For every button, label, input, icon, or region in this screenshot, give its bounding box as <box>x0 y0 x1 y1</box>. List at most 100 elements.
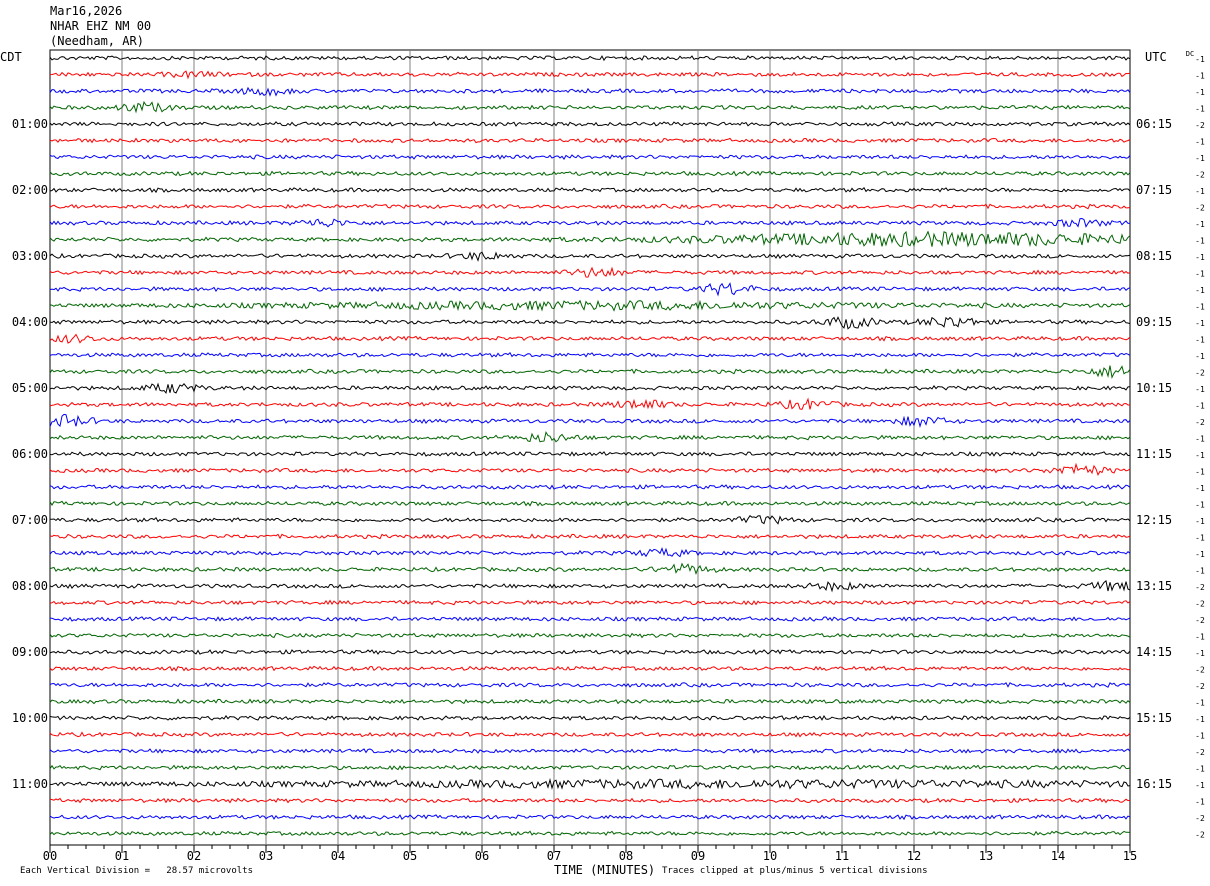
dc-offset-label: -2 <box>1195 666 1205 675</box>
seismic-trace <box>49 462 1131 477</box>
seismic-trace <box>49 777 1131 791</box>
dc-offset-label: -2 <box>1195 616 1205 625</box>
x-tick-label: 10 <box>763 849 777 863</box>
seismic-trace <box>49 514 1131 525</box>
seismic-trace <box>49 814 1131 821</box>
clip-note: Traces clipped at plus/minus 5 vertical … <box>662 866 928 876</box>
seismic-trace <box>49 55 1131 62</box>
left-hour-label: 11:00 <box>12 777 48 791</box>
right-hour-label: 12:15 <box>1136 513 1172 527</box>
dc-offset-label: -1 <box>1195 55 1205 64</box>
seismic-trace <box>49 764 1131 771</box>
left-hour-label: 04:00 <box>12 315 48 329</box>
scale-note: Each Vertical Division = 28.57 microvolt… <box>20 866 253 876</box>
dc-offset-label: -1 <box>1195 798 1205 807</box>
left-hour-label: 09:00 <box>12 645 48 659</box>
dc-offset-label: -1 <box>1195 715 1205 724</box>
left-hour-label: 07:00 <box>12 513 48 527</box>
seismic-trace <box>49 599 1131 606</box>
left-hour-label: 05:00 <box>12 381 48 395</box>
dc-offset-label: -1 <box>1195 220 1205 229</box>
x-tick-label: 14 <box>1051 849 1065 863</box>
dc-offset-label: -1 <box>1195 550 1205 559</box>
seismic-trace <box>49 230 1131 248</box>
x-tick-label: 12 <box>907 849 921 863</box>
left-hour-label: 01:00 <box>12 117 48 131</box>
dc-offset-label: -1 <box>1195 385 1205 394</box>
dc-label: DC <box>1186 50 1194 58</box>
header-station: NHAR EHZ NM 00 <box>50 19 152 33</box>
dc-offset-label: -2 <box>1195 121 1205 130</box>
seismic-trace <box>49 316 1131 330</box>
seismic-trace <box>49 217 1131 228</box>
dc-offset-label: -2 <box>1195 831 1205 840</box>
x-tick-label: 01 <box>115 849 129 863</box>
x-tick-label: 04 <box>331 849 345 863</box>
dc-offset-label: -1 <box>1195 154 1205 163</box>
left-hour-label: 03:00 <box>12 249 48 263</box>
header-location: (Needham, AR) <box>50 34 144 48</box>
dc-offset-label: -1 <box>1195 451 1205 460</box>
dc-offset-label: -2 <box>1195 682 1205 691</box>
seismic-trace <box>49 352 1131 358</box>
dc-offset-label: -1 <box>1195 468 1205 477</box>
seismic-trace <box>49 715 1131 721</box>
x-tick-label: 00 <box>43 849 57 863</box>
seismic-trace <box>49 187 1131 194</box>
dc-offset-label: -1 <box>1195 88 1205 97</box>
seismic-trace <box>49 649 1131 656</box>
dc-offset-label: -1 <box>1195 402 1205 411</box>
dc-offset-label: -2 <box>1195 418 1205 427</box>
x-tick-label: 11 <box>835 849 849 863</box>
right-timezone-label: UTC <box>1145 50 1167 64</box>
seismic-trace <box>49 747 1131 754</box>
left-hour-label: 08:00 <box>12 579 48 593</box>
dc-offset-label: -1 <box>1195 270 1205 279</box>
seismic-trace <box>49 500 1131 507</box>
right-hour-label: 16:15 <box>1136 777 1172 791</box>
dc-offset-label: -1 <box>1195 484 1205 493</box>
dc-offset-label: -1 <box>1195 352 1205 361</box>
dc-offset-label: -2 <box>1195 171 1205 180</box>
dc-offset-label: -1 <box>1195 286 1205 295</box>
seismic-trace <box>49 282 1131 297</box>
left-timezone-label: CDT <box>0 50 22 64</box>
dc-offset-label: -1 <box>1195 517 1205 526</box>
right-hour-label: 10:15 <box>1136 381 1172 395</box>
x-tick-label: 09 <box>691 849 705 863</box>
x-tick-label: 07 <box>547 849 561 863</box>
seismic-trace <box>49 632 1131 639</box>
dc-offset-label: -1 <box>1195 303 1205 312</box>
x-tick-label: 08 <box>619 849 633 863</box>
dc-offset-label: -2 <box>1195 600 1205 609</box>
seismic-trace <box>49 562 1131 575</box>
dc-offset-label: -1 <box>1195 72 1205 81</box>
dc-offset-label: -1 <box>1195 534 1205 543</box>
dc-offset-label: -2 <box>1195 583 1205 592</box>
right-hour-label: 08:15 <box>1136 249 1172 263</box>
seismic-trace <box>49 547 1131 558</box>
x-tick-label: 13 <box>979 849 993 863</box>
dc-offset-label: -1 <box>1195 435 1205 444</box>
seismic-trace <box>49 100 1131 114</box>
seismic-trace <box>49 299 1131 312</box>
right-hour-label: 14:15 <box>1136 645 1172 659</box>
seismic-trace <box>49 698 1131 705</box>
dc-offset-label: -1 <box>1195 633 1205 642</box>
seismic-trace <box>49 484 1131 491</box>
seismic-trace <box>49 137 1131 144</box>
left-hour-label: 10:00 <box>12 711 48 725</box>
dc-offset-label: -1 <box>1195 319 1205 328</box>
dc-offset-label: -1 <box>1195 187 1205 196</box>
seismic-trace <box>49 121 1131 127</box>
seismic-trace <box>49 203 1131 210</box>
dc-offset-label: -2 <box>1195 369 1205 378</box>
seismic-trace <box>49 682 1131 688</box>
seismic-trace <box>49 430 1131 443</box>
left-hour-label: 06:00 <box>12 447 48 461</box>
x-tick-label: 15 <box>1123 849 1137 863</box>
x-tick-label: 06 <box>475 849 489 863</box>
seismic-trace <box>49 333 1131 344</box>
seismic-trace <box>49 797 1131 804</box>
seismic-trace <box>49 365 1131 380</box>
